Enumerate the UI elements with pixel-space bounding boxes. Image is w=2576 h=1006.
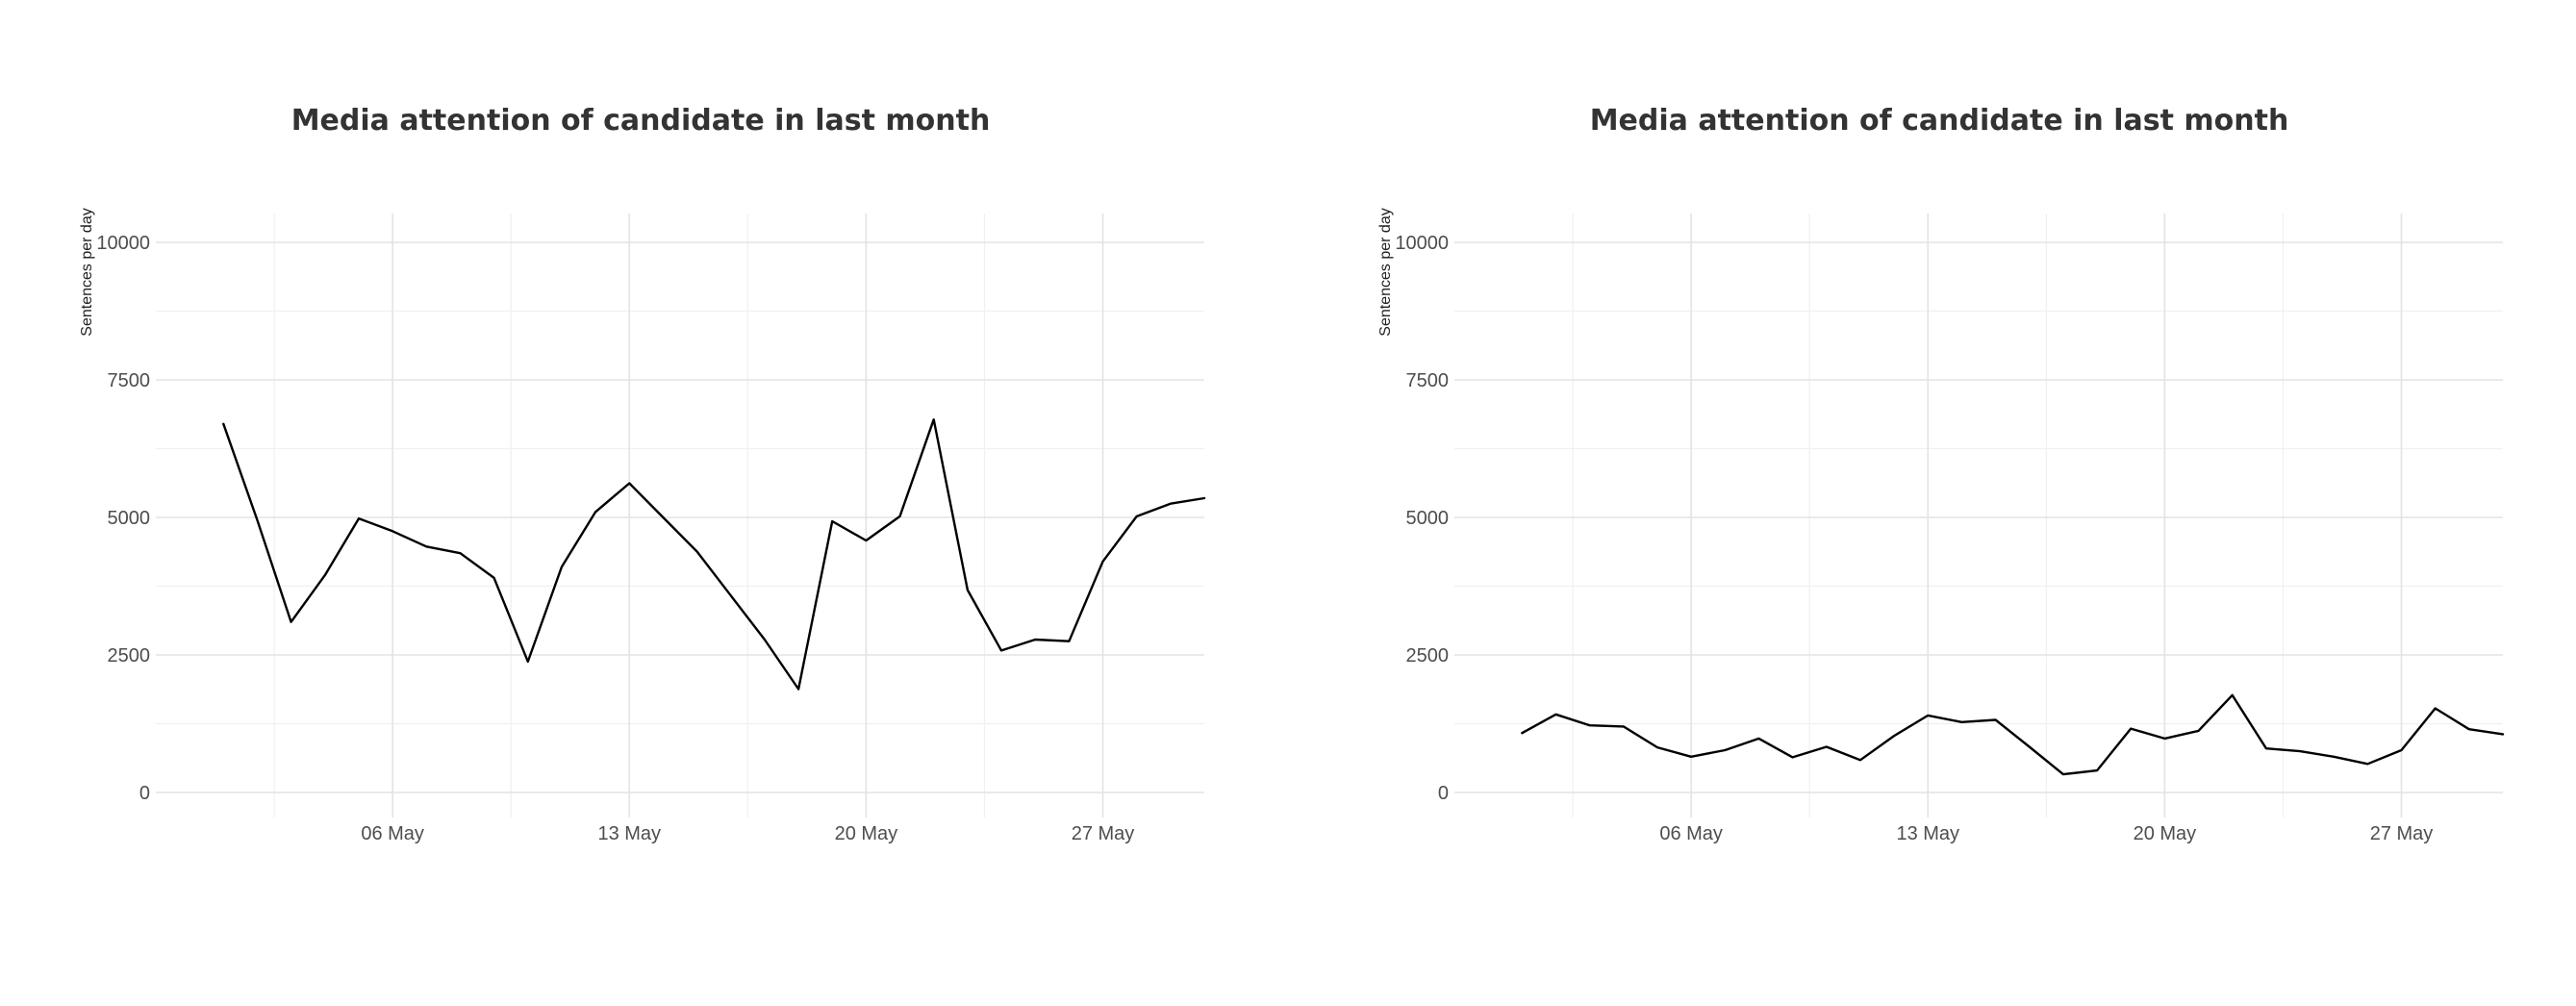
y-tick-label: 7500 [108, 370, 151, 391]
y-tick-label: 5000 [108, 508, 151, 529]
y-axis-label: Sentences per day [79, 208, 95, 336]
y-tick-label: 0 [1438, 783, 1449, 804]
y-tick-label: 5000 [1406, 508, 1450, 529]
y-tick-label: 7500 [1406, 370, 1450, 391]
chart-right: Media attention of candidate in last mon… [1377, 104, 2505, 844]
y-tick-label: 10000 [1395, 233, 1449, 254]
grid [1454, 214, 2503, 817]
x-tick-label: 20 May [835, 823, 898, 844]
grid [156, 214, 1204, 817]
x-tick-label: 06 May [361, 823, 424, 844]
x-tick-label: 27 May [2370, 823, 2434, 844]
chart-title: Media attention of candidate in last mon… [291, 104, 991, 138]
x-tick-label: 13 May [597, 823, 661, 844]
chart-left: Media attention of candidate in last mon… [79, 104, 1206, 844]
series-line [222, 418, 1206, 691]
x-tick-label: 20 May [2134, 823, 2197, 844]
y-axis-label: Sentences per day [1377, 208, 1394, 336]
x-tick-label: 13 May [1896, 823, 1959, 844]
chart-title: Media attention of candidate in last mon… [1590, 104, 2289, 138]
y-tick-label: 10000 [96, 233, 150, 254]
y-tick-label: 2500 [108, 645, 151, 666]
x-tick-label: 06 May [1659, 823, 1723, 844]
y-tick-label: 0 [139, 783, 150, 804]
y-tick-label: 2500 [1406, 645, 1450, 666]
series-line [1521, 693, 2505, 776]
x-tick-label: 27 May [1072, 823, 1135, 844]
